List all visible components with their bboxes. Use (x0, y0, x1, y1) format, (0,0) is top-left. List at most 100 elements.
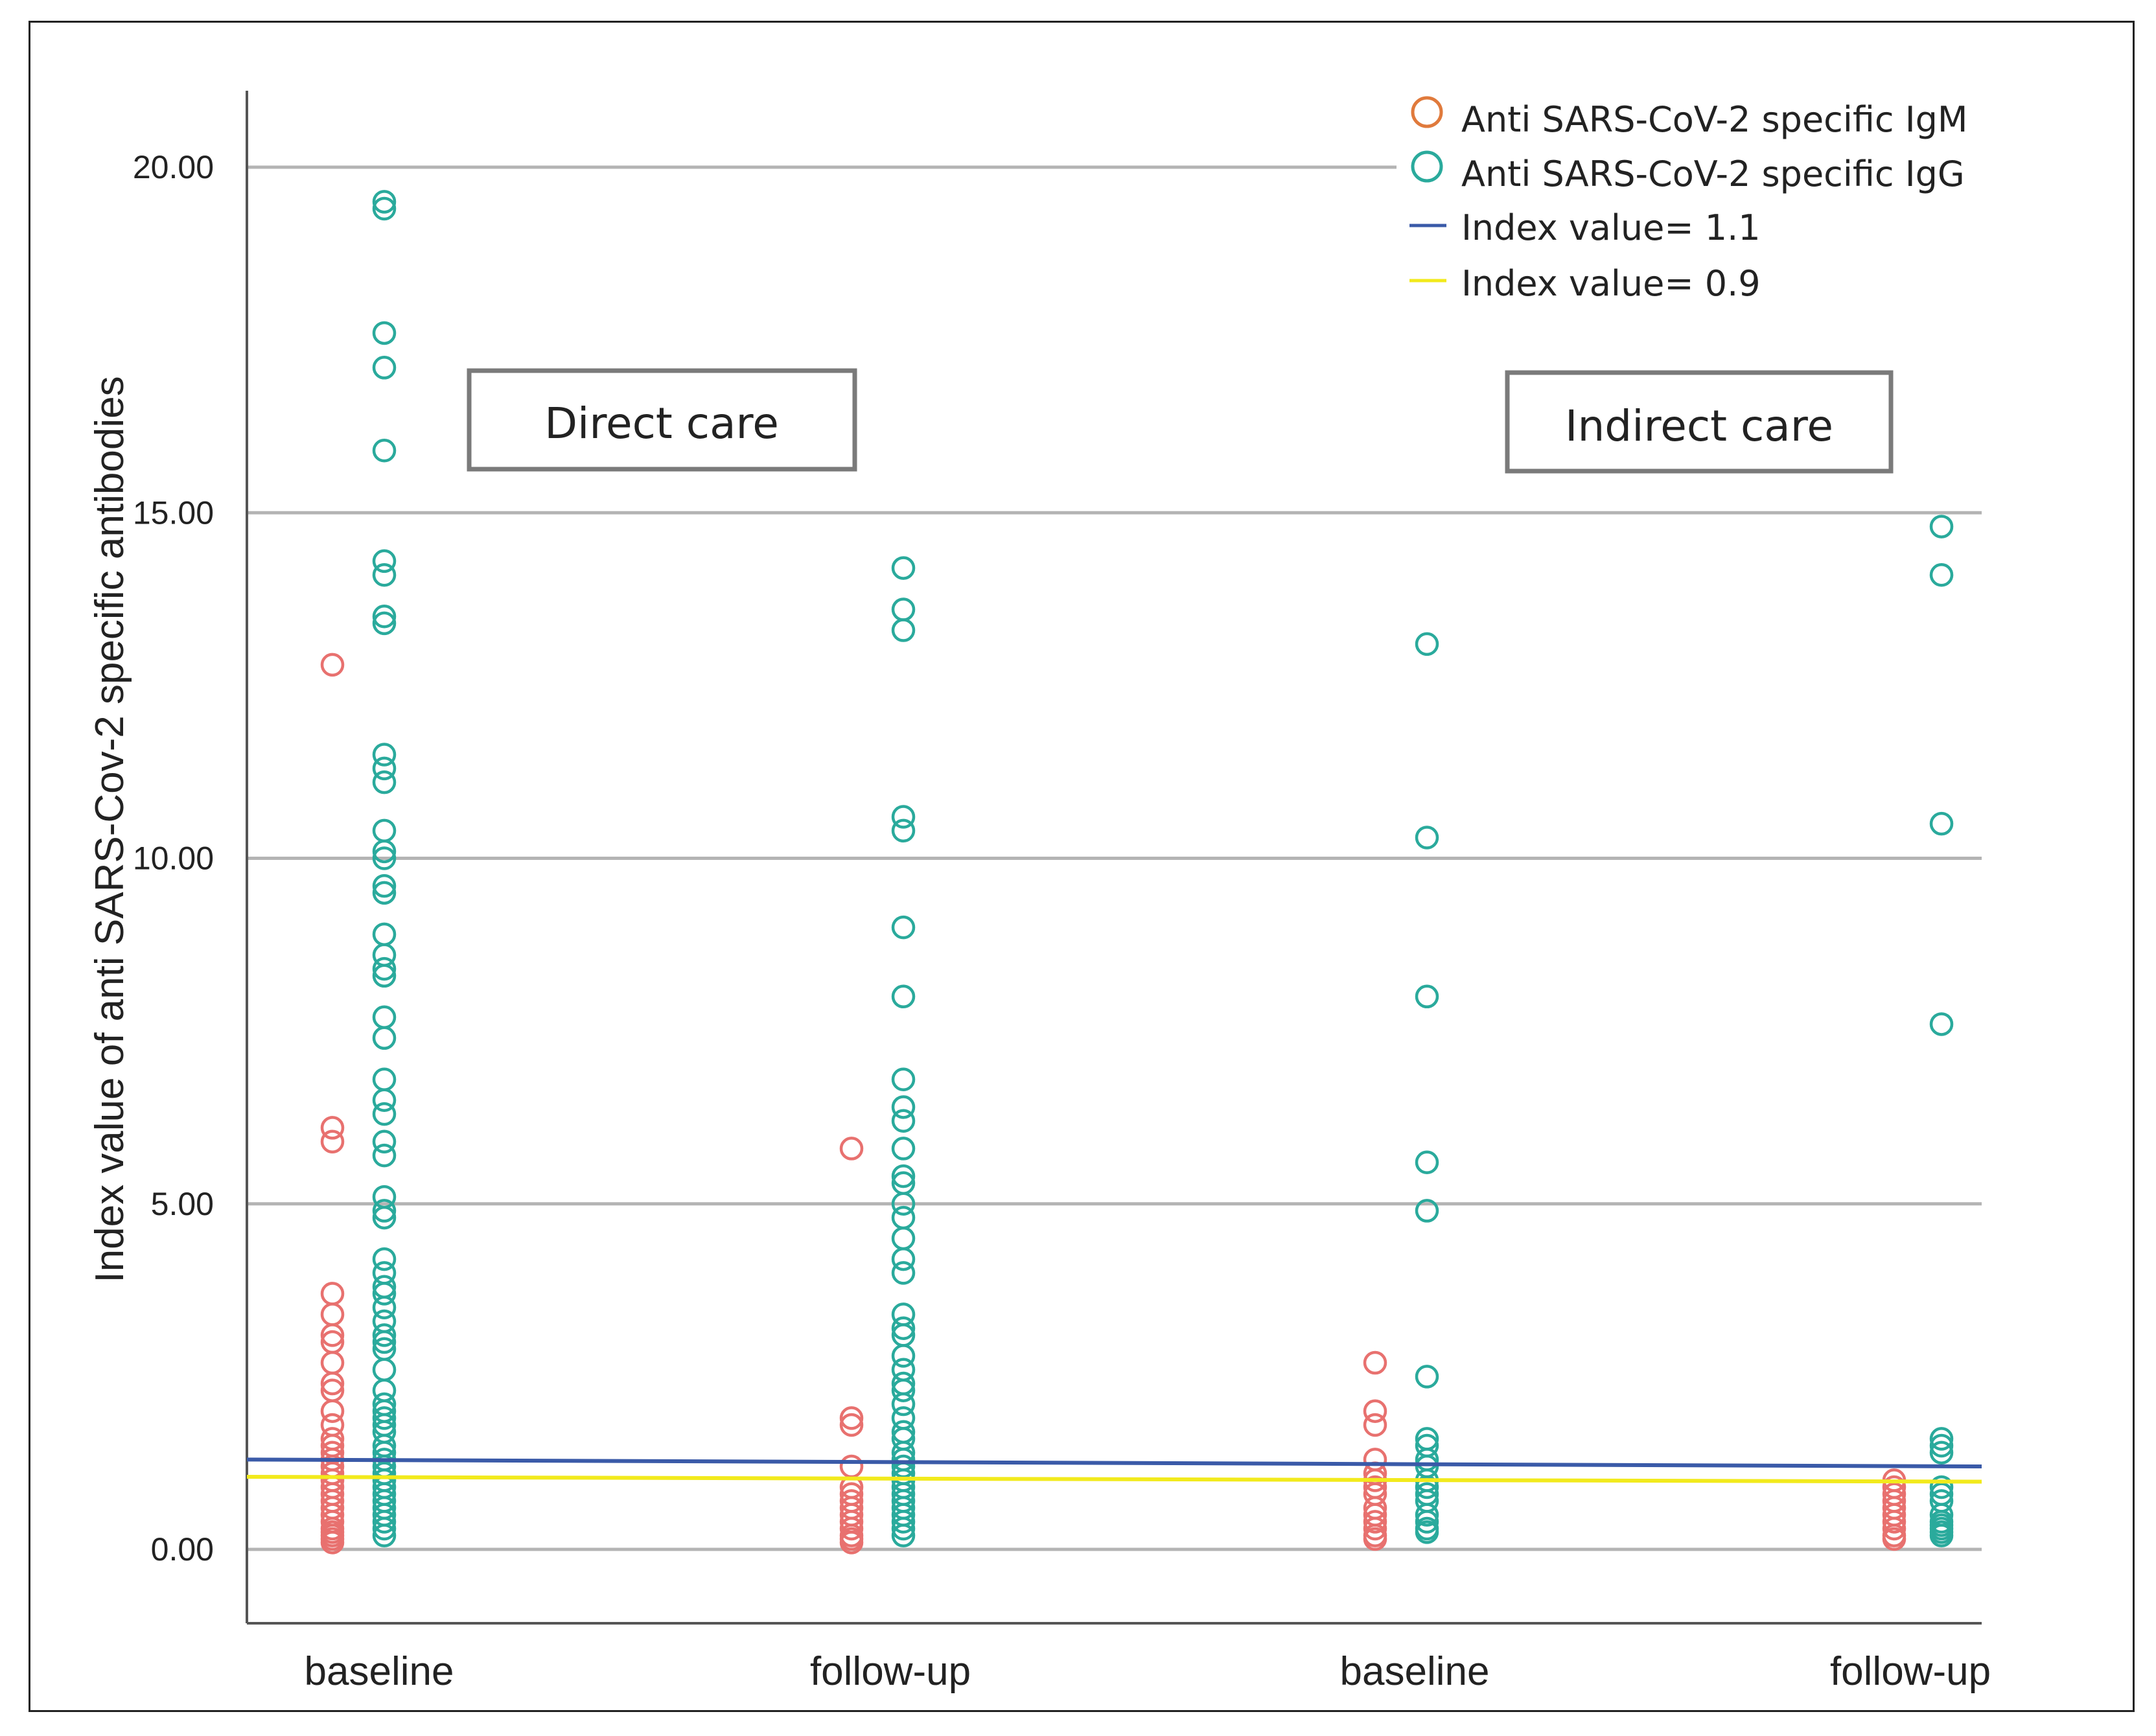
data-point (320, 1531, 345, 1555)
data-point (891, 618, 916, 642)
data-point (891, 1095, 916, 1119)
data-point (1415, 1510, 1439, 1534)
data-point (1929, 515, 1954, 538)
data-point (320, 1129, 345, 1154)
data-point (372, 770, 397, 794)
data-point (372, 1323, 397, 1347)
data-point (891, 556, 916, 580)
legend-label-index-1-1: Index value= 1.1 (1461, 207, 1761, 248)
data-point (320, 1116, 345, 1140)
data-point (372, 1330, 397, 1354)
data-point (372, 922, 397, 947)
data-point (839, 1531, 864, 1555)
data-point (891, 1226, 916, 1251)
data-point (372, 743, 397, 767)
legend-background (1397, 91, 1986, 311)
data-point (1363, 1413, 1387, 1437)
legend-symbol-igg (1411, 150, 1443, 183)
group-box-direct-care (467, 368, 857, 472)
data-point (891, 597, 916, 621)
data-point (320, 1399, 345, 1423)
data-point (372, 1510, 397, 1534)
x-tick-label: follow-up (1830, 1649, 1991, 1694)
data-point (891, 818, 916, 843)
data-point (372, 1026, 397, 1050)
group-label-boxes: Direct care Indirect care (467, 368, 1894, 474)
data-point (1363, 1350, 1387, 1375)
y-tick-label: 10.00 (133, 840, 214, 877)
data-point (372, 756, 397, 781)
data-point (372, 196, 397, 221)
data-point (891, 1516, 916, 1541)
data-point (891, 1247, 916, 1271)
data-point (372, 549, 397, 573)
data-point (372, 964, 397, 988)
data-point (1415, 1150, 1439, 1175)
data-point (372, 1199, 397, 1223)
data-point (372, 439, 397, 463)
data-point (1415, 1365, 1439, 1389)
data-point (372, 1143, 397, 1168)
x-tick-label: follow-up (810, 1649, 971, 1694)
data-point (891, 805, 916, 829)
y-axis-label: Index value of anti SARS-Cov-2 specific … (87, 376, 132, 1282)
data-point (372, 1358, 397, 1382)
data-point (372, 839, 397, 864)
data-point (891, 1523, 916, 1547)
data-point (320, 1302, 345, 1326)
data-point (1363, 1399, 1387, 1423)
data-point (1929, 1523, 1954, 1547)
data-point (839, 1454, 864, 1479)
data-point (1415, 1475, 1439, 1499)
reference-lines (246, 1457, 1982, 1484)
data-point (1929, 811, 1954, 836)
data-point (891, 1344, 916, 1368)
data-point (1929, 1012, 1954, 1036)
data-point (1363, 1527, 1387, 1551)
data-point (372, 562, 397, 587)
data-point (1415, 1503, 1439, 1527)
data-point (372, 1005, 397, 1030)
data-point (1415, 1199, 1439, 1223)
data-point (372, 1523, 397, 1547)
data-point (372, 881, 397, 905)
data-point (1882, 1510, 1907, 1534)
data-point (1929, 562, 1954, 587)
data-point (372, 1129, 397, 1154)
data-point (320, 1282, 345, 1306)
data-point (372, 1067, 397, 1092)
data-point (372, 356, 397, 380)
data-point (1415, 632, 1439, 656)
data-point (1882, 1527, 1907, 1551)
data-point (372, 190, 397, 214)
data-point (891, 1192, 916, 1216)
data-point (372, 321, 397, 345)
data-point (320, 1350, 345, 1375)
group-box-indirect-care (1505, 370, 1894, 474)
data-point (1415, 1520, 1439, 1544)
data-point (1929, 1433, 1954, 1458)
data-point (891, 1316, 916, 1340)
reference-line (246, 1475, 1982, 1484)
data-points (320, 190, 1954, 1555)
data-point (372, 611, 397, 636)
group-label-indirect-care: Indirect care (1565, 401, 1833, 451)
y-tick-label: 15.00 (133, 494, 214, 531)
data-point (891, 1067, 916, 1092)
y-tick-label: 0.00 (151, 1531, 214, 1568)
data-point (839, 1516, 864, 1541)
data-point (1929, 1475, 1954, 1499)
y-tick-labels: 0.00 5.00 10.00 15.00 20.00 (133, 149, 214, 1568)
data-point (891, 1164, 916, 1188)
data-point (372, 1205, 397, 1230)
data-point (372, 604, 397, 629)
data-point (372, 818, 397, 843)
y-tick-label: 5.00 (151, 1186, 214, 1222)
y-tick-label: 20.00 (133, 149, 214, 185)
data-point (372, 956, 397, 981)
data-point (372, 874, 397, 898)
legend-label-igm: Anti SARS-CoV-2 specific IgM (1461, 99, 1968, 140)
data-point (891, 1137, 916, 1161)
data-point (891, 1109, 916, 1133)
